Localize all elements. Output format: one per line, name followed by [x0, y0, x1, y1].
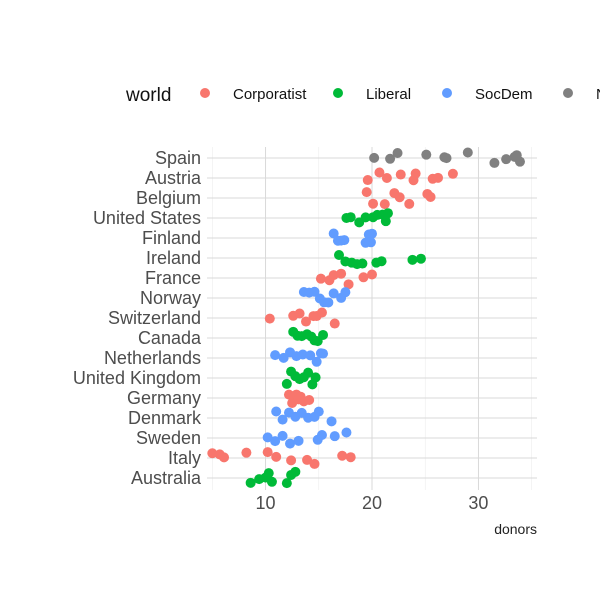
y-tick-label: United States [93, 208, 201, 228]
data-point [278, 431, 288, 441]
y-tick-label: Norway [140, 288, 201, 308]
data-point [340, 287, 350, 297]
legend-key-socdem [442, 88, 452, 98]
data-point [396, 170, 406, 180]
data-point [314, 407, 324, 417]
y-tick-label: Austria [145, 168, 202, 188]
data-point [311, 372, 321, 382]
data-point [393, 148, 403, 158]
data-point [265, 314, 275, 324]
data-point [426, 192, 436, 202]
legend-title: world [125, 85, 171, 106]
legend-key-corporatist [200, 88, 210, 98]
data-point [463, 148, 473, 158]
data-point [317, 430, 327, 440]
data-point [404, 199, 414, 209]
data-point [304, 395, 314, 405]
data-point [357, 259, 367, 269]
data-point [330, 431, 340, 441]
data-point [271, 407, 281, 417]
legend-label-na: NA [596, 86, 600, 103]
data-point [489, 158, 499, 168]
data-point [501, 154, 511, 164]
legend-label-corporatist: Corporatist [233, 86, 307, 103]
legend-label-liberal: Liberal [366, 86, 411, 103]
y-tick-label: Italy [168, 448, 201, 468]
data-point [290, 467, 300, 477]
legend-key-na [563, 88, 573, 98]
legend-key-liberal [333, 88, 343, 98]
data-point [286, 455, 296, 465]
data-point [316, 274, 326, 284]
data-point [367, 229, 377, 239]
data-point [363, 175, 373, 185]
y-tick-label: Denmark [128, 408, 202, 428]
data-point [448, 169, 458, 179]
data-point [312, 357, 322, 367]
data-point [270, 350, 280, 360]
data-point [219, 452, 229, 462]
data-point [318, 330, 328, 340]
data-point [383, 208, 393, 218]
x-tick-label: 20 [362, 493, 382, 513]
data-point [310, 459, 320, 469]
y-tick-label: Germany [127, 388, 201, 408]
data-point [346, 212, 356, 222]
y-tick-label: Spain [155, 148, 201, 168]
data-point [411, 169, 421, 179]
data-point [369, 153, 379, 163]
data-point [336, 269, 346, 279]
data-point [368, 199, 378, 209]
x-axis-title: donors [494, 521, 537, 537]
y-tick-label: Canada [138, 328, 202, 348]
data-point [264, 468, 274, 478]
data-point [246, 478, 256, 488]
data-point [241, 448, 251, 458]
y-tick-label: Australia [131, 468, 202, 488]
data-point [337, 451, 347, 461]
x-tick-label: 10 [256, 493, 276, 513]
y-tick-label: France [145, 268, 201, 288]
data-point [382, 173, 392, 183]
data-point [341, 428, 351, 438]
y-tick-label: Netherlands [104, 348, 201, 368]
data-point [282, 379, 292, 389]
y-tick-label: United Kingdom [73, 368, 201, 388]
x-tick-label: 30 [468, 493, 488, 513]
data-point [318, 349, 328, 359]
y-tick-label: Finland [142, 228, 201, 248]
legend-label-socdem: SocDem [475, 86, 533, 103]
data-point [285, 439, 295, 449]
data-point [380, 199, 390, 209]
data-point [271, 452, 281, 462]
data-point [267, 477, 277, 487]
data-point [416, 254, 426, 264]
data-point [366, 237, 376, 247]
data-point [294, 436, 304, 446]
data-point [421, 150, 431, 160]
data-point [327, 416, 337, 426]
data-point [362, 187, 372, 197]
data-point [433, 173, 443, 183]
data-point [515, 157, 525, 167]
y-tick-label: Belgium [136, 188, 201, 208]
data-point [263, 447, 273, 457]
data-point [330, 319, 340, 329]
data-point [339, 235, 349, 245]
y-tick-label: Sweden [136, 428, 201, 448]
data-point [295, 308, 305, 318]
data-point [407, 255, 417, 265]
data-point [323, 297, 333, 307]
data-point [317, 308, 327, 318]
data-point [395, 192, 405, 202]
y-tick-label: Ireland [146, 248, 201, 268]
data-point [377, 256, 387, 266]
data-point [346, 452, 356, 462]
legend: world Corporatist Liberal SocDem NA [125, 85, 600, 106]
data-point [367, 270, 377, 280]
data-point [358, 272, 368, 282]
data-point [442, 153, 452, 163]
y-tick-label: Switzerland [108, 308, 201, 328]
